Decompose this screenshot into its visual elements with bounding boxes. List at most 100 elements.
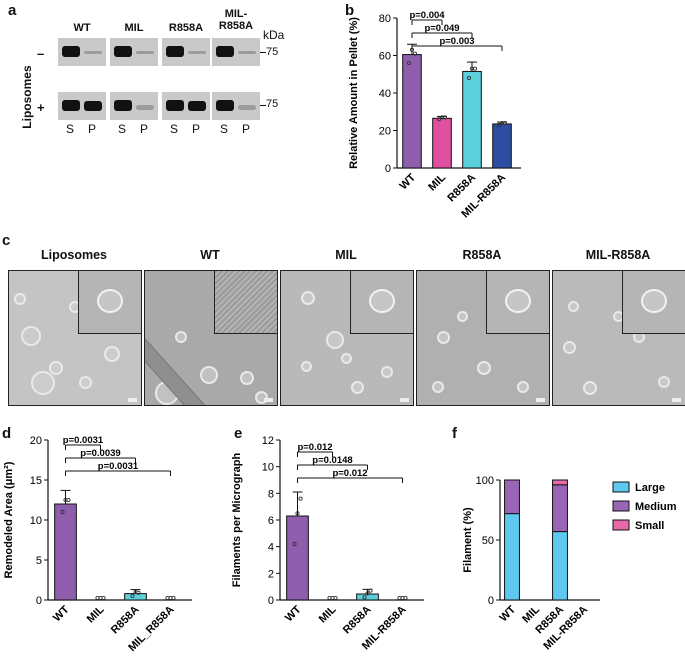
blot-band-s [62, 46, 80, 57]
data-point [442, 115, 448, 120]
inset-vesicle [505, 289, 531, 313]
panel-a-letter: a [8, 2, 17, 19]
y-tick-label: 2 [268, 568, 274, 580]
vesicle [517, 381, 529, 393]
vesicle [457, 311, 468, 322]
data-point [130, 593, 135, 599]
sig-label: p=0.004 [409, 10, 445, 21]
bar [462, 70, 482, 169]
stacked-bar-segment [504, 479, 520, 515]
bar [402, 54, 422, 169]
data-point [502, 120, 508, 126]
blot-row-minus [110, 38, 158, 66]
sig-label: p=0.0148 [312, 455, 352, 466]
micrograph-title: Liposomes [41, 248, 107, 262]
lane-label: P [88, 122, 97, 136]
micrograph-inset [214, 271, 277, 334]
y-tick-label: 20 [30, 435, 42, 447]
y-axis-label: Relative Amount in Pellet (%) [348, 17, 360, 169]
data-point [436, 117, 442, 122]
data-point [60, 509, 65, 515]
panel-f-letter: f [452, 425, 457, 442]
legend-label: Medium [635, 501, 677, 513]
data-point [406, 60, 412, 66]
panel-e-letter: e [234, 425, 243, 442]
micrograph-inset [78, 271, 141, 334]
blot-band-p [136, 105, 154, 110]
data-point [403, 595, 408, 601]
y-tick-label: 6 [268, 515, 274, 527]
y-tick-label: 0 [385, 163, 391, 175]
blot-band-s [166, 100, 184, 111]
scale-bar [264, 398, 273, 402]
vesicle [301, 291, 315, 305]
stacked-bar-segment [552, 484, 568, 533]
scale-bar [536, 398, 545, 402]
inset-vesicle [641, 289, 667, 313]
vesicle [381, 366, 393, 378]
data-point [362, 595, 367, 600]
vesicle [14, 293, 26, 305]
y-axis-label: Remodeled Area (μm²) [3, 461, 15, 578]
vesicle [240, 371, 254, 385]
blot-band-p [238, 105, 256, 110]
x-tick-label: MIL [426, 171, 448, 193]
sig-label: p=0.049 [424, 23, 459, 34]
y-tick-label: 10 [30, 515, 42, 527]
blot-band-s [216, 46, 234, 57]
blot-band-s [114, 100, 132, 111]
data-point [295, 511, 300, 516]
panel-b-letter: b [345, 2, 355, 19]
micrograph-inset [622, 271, 685, 334]
data-point [496, 122, 502, 127]
bar [54, 503, 77, 601]
y-tick-label: 20 [379, 126, 391, 138]
y-tick-label: 60 [379, 51, 391, 63]
blot-row-minus [58, 38, 106, 66]
stacked-bar-segment [552, 531, 568, 601]
vesicle [79, 376, 92, 389]
legend-swatch [612, 500, 630, 512]
lane-label: P [140, 122, 149, 136]
plus-sign: + [37, 100, 45, 115]
blot-row-minus [212, 38, 260, 66]
blot-row-plus [110, 92, 158, 120]
data-point [368, 588, 373, 593]
lane-label: S [66, 122, 75, 136]
vesicle [301, 361, 312, 372]
sig-label: p=0.0031 [98, 461, 139, 472]
micrograph-title: WT [200, 248, 220, 262]
vesicle [437, 331, 450, 344]
blot-column-header: R858A [168, 22, 204, 34]
inset-vesicle [369, 289, 395, 313]
x-tick-label: WT [283, 603, 304, 624]
y-axis-label: Filaments per Micrograph [231, 452, 243, 587]
y-axis-label: Filament (%) [462, 507, 474, 573]
y-tick-label: 40 [379, 88, 391, 100]
vesicle [563, 341, 576, 354]
y-tick-label: 8 [268, 488, 274, 500]
vesicle [104, 346, 120, 362]
blot-band-p [188, 51, 206, 54]
y-tick-label: 50 [482, 535, 494, 547]
x-tick-label: MIL [85, 603, 107, 625]
micrograph-image [552, 270, 685, 406]
y-tick-label: 100 [476, 475, 494, 487]
blot-row-plus [162, 92, 210, 120]
micrograph-image [280, 270, 414, 406]
micrograph-title: R858A [462, 248, 502, 262]
y-tick-label: 80 [379, 13, 391, 25]
x-tick-label: R858A [109, 604, 142, 637]
blot-band-s [62, 100, 80, 111]
blot-row-plus [58, 92, 106, 120]
blot-column-header: MIL [124, 22, 144, 34]
scale-bar [672, 398, 681, 402]
marker-75-top: 75 [266, 46, 279, 58]
blot-band-p [238, 51, 256, 54]
vesicle [21, 326, 41, 346]
y-tick-label: 0 [36, 595, 42, 607]
marker-75-bottom: 75 [266, 98, 279, 110]
micrograph-title: MIL [335, 248, 357, 262]
legend-label: Large [635, 482, 665, 494]
x-tick-label: WT [51, 603, 72, 624]
